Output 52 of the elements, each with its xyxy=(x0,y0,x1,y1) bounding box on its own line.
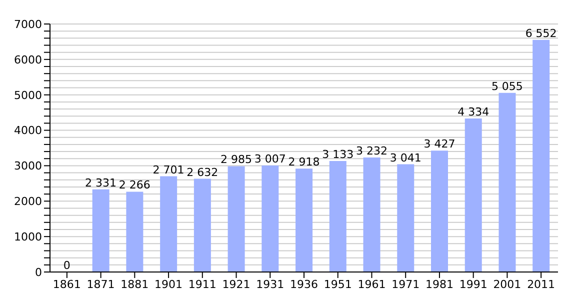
data-label: 5 055 xyxy=(491,80,523,93)
x-tick-label: 1921 xyxy=(222,278,250,291)
x-tick-label: 1911 xyxy=(188,278,216,291)
data-label: 3 427 xyxy=(424,138,456,151)
bar xyxy=(329,161,346,272)
data-label: 2 985 xyxy=(220,153,252,166)
x-tick-label: 1951 xyxy=(324,278,352,291)
y-tick-label: 1000 xyxy=(14,230,42,244)
x-tick-label: 1981 xyxy=(425,278,454,291)
bar xyxy=(160,176,178,272)
data-label: 2 632 xyxy=(186,166,218,179)
data-label: 2 701 xyxy=(152,163,184,176)
data-label: 2 331 xyxy=(85,176,117,190)
bar xyxy=(464,118,482,272)
bar xyxy=(228,166,245,272)
x-tick-label: 1871 xyxy=(86,278,115,291)
y-tick-label: 6000 xyxy=(14,53,42,66)
y-tick-label: 2000 xyxy=(14,195,42,208)
x-tick-label: 2001 xyxy=(493,278,522,291)
y-tick-label: 5000 xyxy=(14,88,42,102)
bar xyxy=(532,40,550,272)
data-label: 3 041 xyxy=(390,151,422,164)
data-label: 0 xyxy=(63,259,70,272)
bar xyxy=(498,92,516,272)
y-tick-label: 0 xyxy=(35,266,42,279)
data-label: 4 334 xyxy=(458,105,490,118)
x-tick-label: 2011 xyxy=(527,278,556,291)
bar xyxy=(194,178,211,272)
bar xyxy=(431,150,448,272)
bar xyxy=(296,168,313,272)
bar xyxy=(126,192,144,272)
bar xyxy=(262,165,279,272)
data-label: 3 007 xyxy=(254,152,286,166)
bar xyxy=(92,189,110,272)
x-tick-label: 1901 xyxy=(154,278,183,291)
y-tick-label: 3000 xyxy=(14,160,42,173)
bar xyxy=(363,157,380,272)
data-label: 6 552 xyxy=(525,26,557,40)
x-tick-label: 1961 xyxy=(358,278,386,291)
y-tick-label: 7000 xyxy=(14,18,42,31)
x-tick-label: 1991 xyxy=(459,278,488,291)
x-tick-label: 1861 xyxy=(52,278,81,291)
data-label: 3 232 xyxy=(356,144,388,158)
data-label: 3 133 xyxy=(322,148,354,161)
x-tick-label: 1881 xyxy=(120,278,149,291)
x-tick-label: 1936 xyxy=(290,278,318,291)
y-tick-label: 4000 xyxy=(14,124,42,138)
x-tick-label: 1971 xyxy=(392,278,420,291)
bar xyxy=(397,164,414,272)
data-label: 2 266 xyxy=(118,178,150,192)
data-label: 2 918 xyxy=(288,156,320,169)
x-tick-label: 1931 xyxy=(256,278,284,291)
